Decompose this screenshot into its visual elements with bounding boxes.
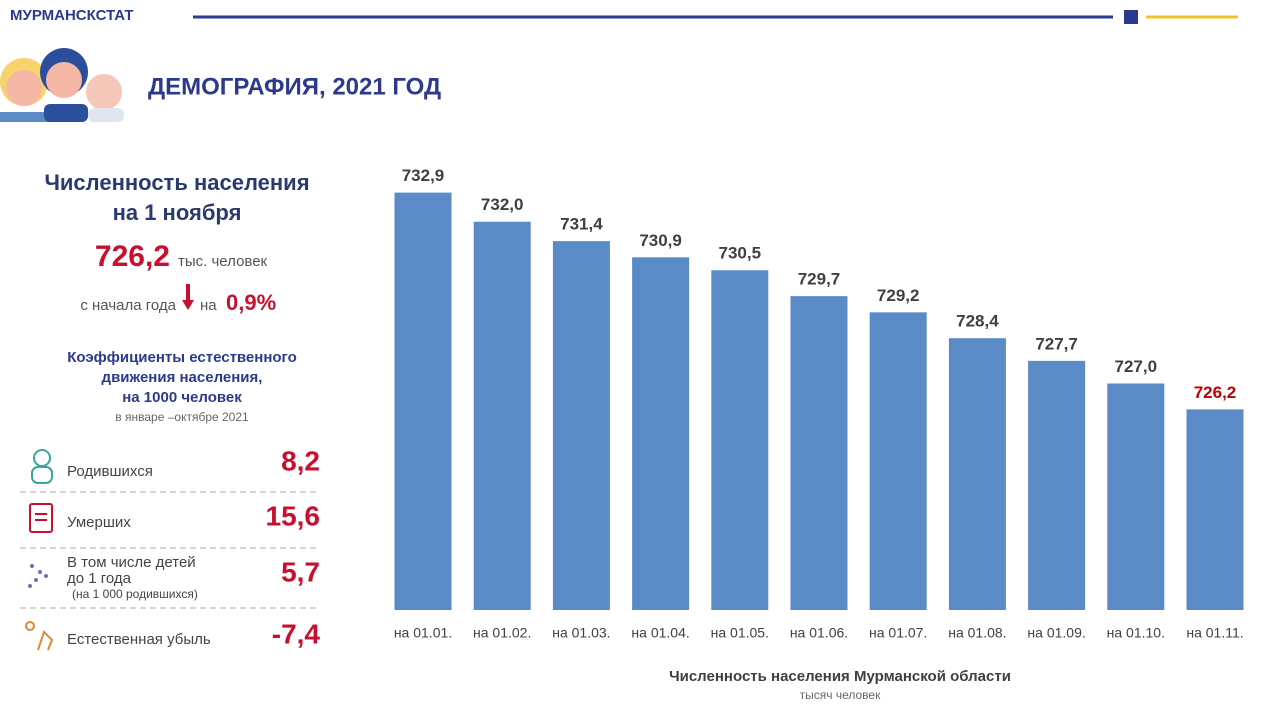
coef-heading: Коэффициенты естественного bbox=[67, 349, 297, 366]
icon-infant bbox=[28, 564, 48, 588]
icon-born bbox=[31, 449, 53, 484]
coef-label: В том числе детей bbox=[67, 554, 196, 571]
coef-period: в январе –октябре 2021 bbox=[115, 410, 249, 424]
bar bbox=[1028, 360, 1086, 610]
bar bbox=[473, 221, 531, 610]
coef-label: Умерших bbox=[67, 514, 131, 531]
value-label: 729,7 bbox=[798, 270, 841, 289]
value-label: 728,4 bbox=[956, 312, 999, 331]
org-name: МУРМАНСКСТАТ bbox=[10, 7, 134, 24]
x-tick-label: на 01.01. bbox=[394, 625, 452, 641]
x-tick-label: на 01.06. bbox=[790, 625, 848, 641]
change-value: 0,9% bbox=[226, 290, 276, 315]
bar bbox=[948, 338, 1006, 610]
bar bbox=[711, 270, 769, 610]
coef-value: 8,2 bbox=[281, 445, 320, 476]
coef-value: -7,4 bbox=[272, 618, 321, 649]
x-tick-label: на 01.09. bbox=[1027, 625, 1085, 641]
coef-heading: движения населения, bbox=[102, 369, 263, 386]
bar bbox=[790, 296, 848, 610]
header-square bbox=[1124, 10, 1138, 24]
x-tick-label: на 01.10. bbox=[1107, 625, 1165, 641]
x-tick-label: на 01.03. bbox=[552, 625, 610, 641]
change-on: на bbox=[200, 297, 217, 314]
slide-title: ДЕМОГРАФИЯ, 2021 ГОД bbox=[148, 73, 441, 100]
coef-value: 5,7 bbox=[281, 556, 320, 587]
value-label: 727,7 bbox=[1035, 334, 1078, 353]
value-label: 731,4 bbox=[560, 215, 603, 234]
population-heading: на 1 ноября bbox=[113, 200, 242, 225]
bar bbox=[1186, 409, 1244, 610]
bar bbox=[394, 192, 452, 611]
value-label: 729,2 bbox=[877, 286, 920, 305]
value-label: 727,0 bbox=[1115, 357, 1158, 376]
value-label: 730,9 bbox=[639, 231, 682, 250]
value-label: 726,2 bbox=[1194, 383, 1237, 402]
x-tick-label: на 01.07. bbox=[869, 625, 927, 641]
change-prefix: с начала года bbox=[80, 297, 176, 314]
population-heading: Численность населения bbox=[44, 170, 309, 195]
x-tick-label: на 01.11. bbox=[1186, 625, 1243, 641]
value-label: 732,0 bbox=[481, 195, 524, 214]
icon-died bbox=[29, 503, 53, 533]
x-tick-label: на 01.04. bbox=[631, 625, 689, 641]
down-arrow bbox=[182, 284, 194, 310]
value-label: 730,5 bbox=[719, 244, 762, 263]
icon-decline bbox=[25, 621, 54, 651]
coef-label: (на 1 000 родившихся) bbox=[72, 587, 198, 601]
value-label: 732,9 bbox=[402, 166, 445, 185]
coef-heading: на 1000 человек bbox=[122, 389, 242, 406]
population-unit: тыс. человек bbox=[178, 253, 268, 270]
family-icon bbox=[0, 48, 124, 122]
coef-label: Естественная убыль bbox=[67, 631, 211, 648]
x-tick-label: на 01.02. bbox=[473, 625, 531, 641]
bar bbox=[632, 257, 690, 610]
bar bbox=[552, 241, 610, 610]
chart-title: Численность населения Мурманской области bbox=[669, 668, 1011, 685]
bar bbox=[869, 312, 927, 610]
population-value: 726,2 bbox=[95, 240, 170, 273]
x-tick-label: на 01.08. bbox=[948, 625, 1006, 641]
coef-value: 15,6 bbox=[266, 500, 321, 531]
chart-subtitle: тысяч человек bbox=[800, 688, 881, 702]
bar bbox=[1107, 383, 1165, 610]
coef-label: до 1 года bbox=[67, 570, 132, 587]
x-tick-label: на 01.05. bbox=[711, 625, 769, 641]
coef-label: Родившихся bbox=[67, 463, 153, 480]
